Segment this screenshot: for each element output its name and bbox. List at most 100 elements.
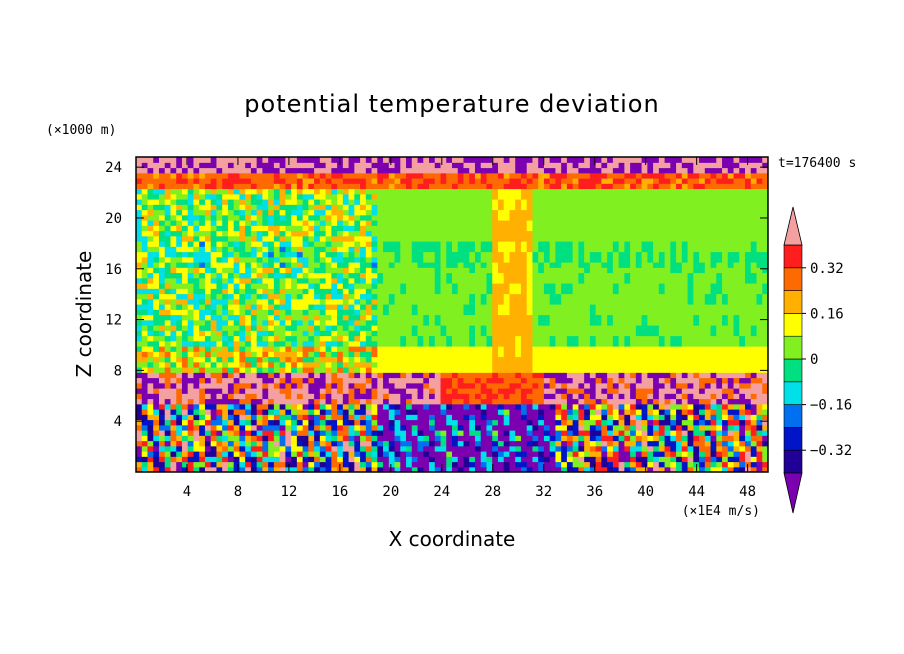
contour-cell — [612, 393, 620, 400]
contour-cell — [503, 330, 511, 337]
contour-cell — [429, 340, 436, 347]
contour-cell — [543, 267, 551, 274]
contour-cell — [710, 251, 717, 258]
contour-cell — [756, 398, 763, 405]
contour-cell — [647, 340, 654, 347]
contour-cell — [388, 435, 396, 442]
contour-cell — [141, 277, 149, 284]
contour-cell — [331, 372, 338, 379]
contour-cell — [492, 361, 499, 368]
contour-cell — [193, 424, 200, 431]
contour-cell — [222, 346, 229, 352]
contour-cell — [601, 461, 608, 468]
contour-cell — [360, 267, 367, 274]
contour-cell — [480, 424, 488, 431]
contour-cell — [319, 382, 327, 389]
contour-cell — [199, 456, 206, 463]
contour-cell — [337, 230, 344, 237]
contour-cell — [360, 241, 367, 247]
contour-cell — [227, 388, 235, 394]
contour-cell — [612, 424, 620, 431]
contour-cell — [296, 340, 304, 347]
contour-cell — [348, 325, 355, 331]
contour-cell — [365, 330, 373, 337]
contour-cell — [331, 409, 338, 415]
contour-cell — [176, 235, 183, 242]
contour-cell — [262, 372, 269, 379]
contour-cell — [262, 445, 269, 452]
contour-cell — [268, 414, 275, 421]
contour-cell — [555, 298, 562, 305]
contour-cell — [354, 272, 361, 279]
contour-cell — [762, 319, 768, 326]
contour-cell — [664, 335, 671, 342]
contour-cell — [727, 388, 735, 394]
contour-cell — [630, 309, 637, 316]
contour-cell — [653, 262, 660, 268]
contour-cell — [589, 298, 597, 305]
contour-cell — [538, 351, 545, 358]
contour-cell — [584, 424, 591, 431]
contour-cell — [486, 330, 493, 337]
contour-cell — [520, 424, 528, 431]
contour-cell — [497, 267, 505, 274]
contour-cell — [532, 377, 539, 384]
contour-cell — [509, 430, 516, 436]
contour-cell — [354, 372, 361, 379]
contour-cell — [354, 367, 361, 373]
contour-cell — [233, 419, 241, 426]
contour-cell — [256, 314, 263, 321]
contour-cell — [245, 393, 252, 400]
contour-cell — [411, 372, 419, 379]
contour-cell — [676, 377, 683, 384]
contour-cell — [388, 367, 396, 373]
contour-cell — [584, 325, 591, 331]
contour-cell — [635, 325, 643, 331]
contour-cell — [210, 330, 218, 337]
contour-cell — [503, 340, 511, 347]
contour-cell — [296, 409, 304, 415]
contour-cell — [446, 314, 453, 321]
contour-cell — [584, 304, 591, 310]
contour-cell — [549, 424, 557, 431]
contour-cell — [227, 272, 235, 279]
contour-cell — [394, 377, 401, 384]
contour-cell — [239, 466, 246, 472]
contour-cell — [440, 283, 447, 289]
contour-cell — [291, 409, 298, 415]
contour-cell — [429, 461, 436, 468]
contour-cell — [503, 319, 511, 326]
contour-cell — [601, 388, 608, 394]
contour-cell — [302, 419, 309, 426]
contour-cell — [308, 367, 315, 373]
contour-cell — [394, 419, 401, 426]
contour-cell — [756, 456, 763, 463]
contour-cell — [250, 246, 258, 253]
contour-cell — [561, 319, 568, 326]
contour-cell — [388, 251, 396, 258]
contour-cell — [618, 346, 625, 352]
contour-cell — [549, 466, 557, 472]
contour-cell — [555, 325, 562, 331]
contour-cell — [170, 461, 177, 468]
contour-cell — [710, 256, 717, 263]
contour-cell — [429, 451, 436, 457]
contour-cell — [434, 445, 442, 452]
contour-cell — [635, 445, 643, 452]
contour-cell — [164, 398, 172, 405]
contour-cell — [739, 319, 746, 326]
contour-cell — [227, 267, 235, 274]
contour-cell — [181, 356, 189, 363]
contour-cell — [377, 424, 384, 431]
contour-cell — [319, 293, 327, 300]
contour-cell — [319, 456, 327, 463]
contour-cell — [687, 414, 694, 421]
contour-cell — [325, 235, 332, 242]
contour-cell — [394, 456, 401, 463]
contour-cell — [147, 409, 154, 415]
contour-cell — [383, 241, 390, 247]
contour-cell — [158, 393, 166, 400]
contour-cell — [193, 419, 200, 426]
contour-cell — [136, 430, 143, 436]
contour-cell — [463, 398, 470, 405]
